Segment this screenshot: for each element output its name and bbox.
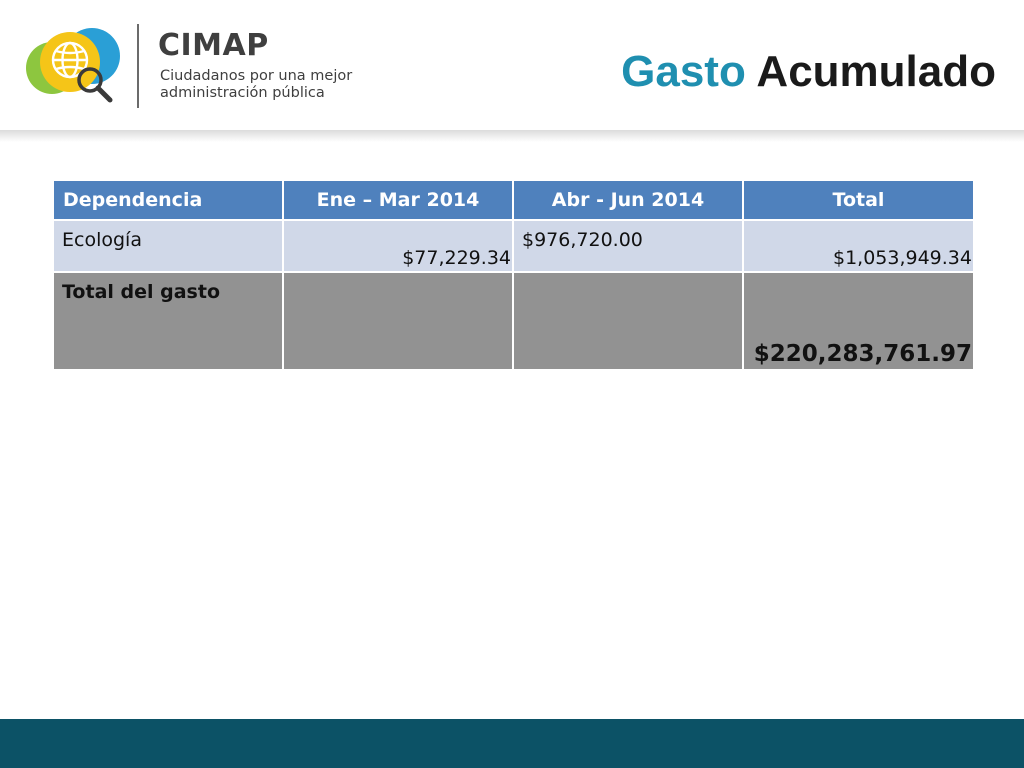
cell-dependencia: Ecología	[52, 219, 284, 273]
header-ene-mar: Ene – Mar 2014	[282, 179, 514, 221]
brand-tagline: Ciudadanos por una mejor administración …	[160, 68, 380, 102]
table-header-row: Dependencia Ene – Mar 2014 Abr - Jun 201…	[52, 179, 975, 221]
cell-abr-jun: $976,720.00	[512, 219, 744, 273]
header-dependencia: Dependencia	[52, 179, 284, 221]
brand-name: CIMAP	[158, 28, 269, 63]
title-word-acumulado: Acumulado	[756, 47, 996, 96]
title-word-gasto: Gasto	[621, 47, 746, 96]
header-abr-jun: Abr - Jun 2014	[512, 179, 744, 221]
cell-total-abr-jun	[512, 271, 744, 371]
tagline-line-2: administración pública	[160, 85, 325, 101]
cell-total-label: Total del gasto	[52, 271, 284, 371]
header-total: Total	[742, 179, 975, 221]
cell-total-ene-mar	[282, 271, 514, 371]
cell-grand-total: $220,283,761.97	[742, 271, 975, 371]
globe-magnifier-logo-icon	[26, 28, 120, 103]
table-row: Ecología $77,229.34 $976,720.00 $1,053,9…	[52, 219, 975, 273]
slide-header: CIMAP Ciudadanos por una mejor administr…	[0, 0, 1024, 132]
tagline-line-1: Ciudadanos por una mejor	[160, 68, 353, 84]
table-total-row: Total del gasto $220,283,761.97	[52, 271, 975, 371]
page-title: Gasto Acumulado	[621, 44, 996, 100]
expense-table: Dependencia Ene – Mar 2014 Abr - Jun 201…	[52, 179, 975, 371]
cell-total: $1,053,949.34	[742, 219, 975, 273]
expense-table-container: Dependencia Ene – Mar 2014 Abr - Jun 201…	[52, 179, 975, 371]
header-shadow	[0, 130, 1024, 142]
cell-ene-mar: $77,229.34	[282, 219, 514, 273]
footer-bar	[0, 719, 1024, 768]
logo-divider	[137, 24, 139, 108]
